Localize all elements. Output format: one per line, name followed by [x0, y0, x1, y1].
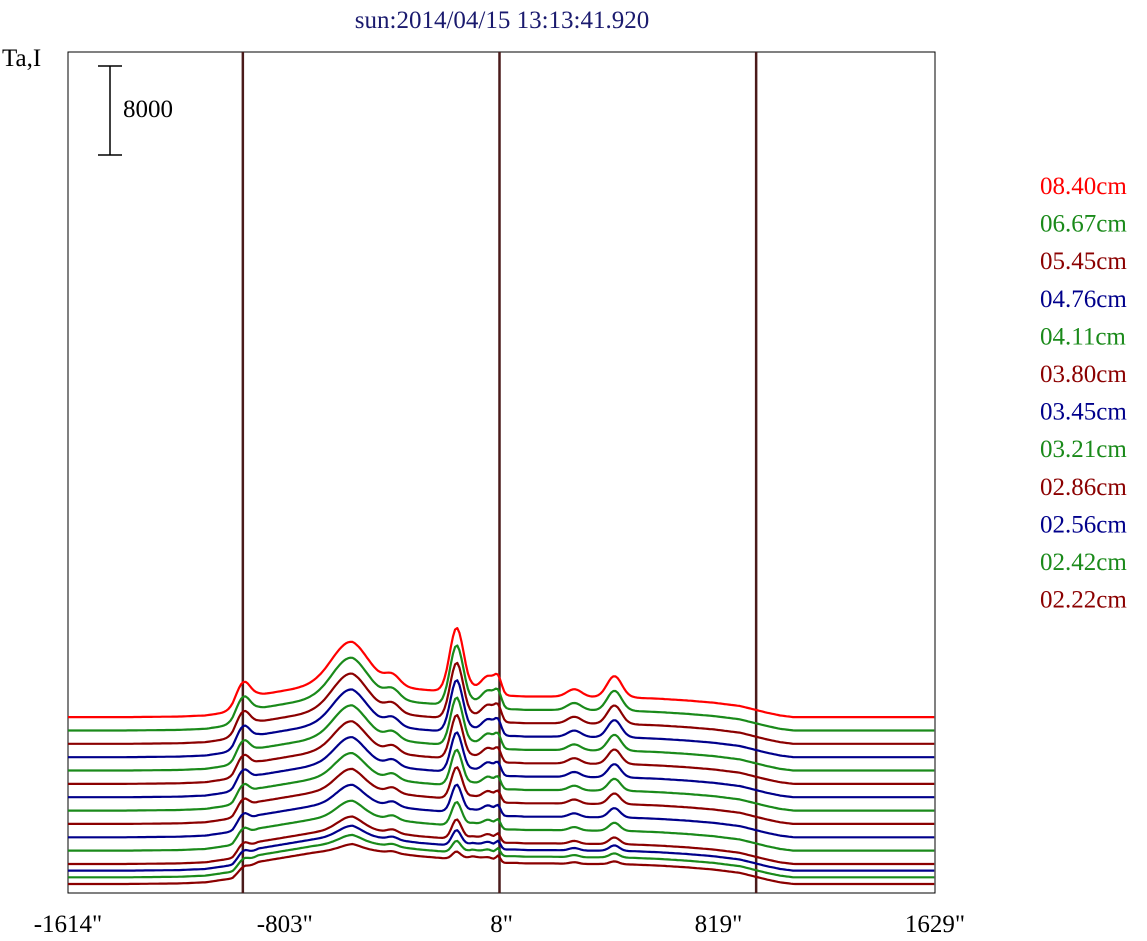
legend-item-9: 02.86cm: [1040, 474, 1127, 501]
scale-bar: 8000: [98, 65, 173, 156]
profile-line-8: [68, 748, 935, 812]
legend-item-8: 03.21cm: [1040, 436, 1127, 463]
x-tick-label-3: 8": [490, 911, 513, 938]
profile-line-9: [68, 766, 935, 825]
profile-line-11: [68, 799, 935, 852]
legend-item-11: 02.42cm: [1040, 549, 1127, 576]
legend-item-7: 03.45cm: [1040, 399, 1127, 426]
legend-item-1: 08.40cm: [1040, 173, 1127, 200]
legend-item-12: 02.22cm: [1040, 587, 1127, 614]
legend-item-6: 03.80cm: [1040, 361, 1127, 388]
x-tick-label-1: -1614": [34, 911, 103, 938]
profile-line-13: [68, 824, 935, 872]
y-axis-label: Ta,I: [2, 45, 41, 72]
x-tick-label-2: -803": [257, 911, 313, 938]
legend-item-3: 05.45cm: [1040, 248, 1127, 275]
profile-line-4: [68, 679, 935, 759]
profile-line-5: [68, 696, 935, 772]
profile-line-2: [68, 644, 935, 732]
profile-line-7: [68, 731, 935, 799]
profile-series-group: [68, 627, 935, 886]
scale-bar-label: 8000: [123, 96, 173, 123]
profile-line-10: [68, 783, 935, 839]
profile-line-6: [68, 714, 935, 785]
legend-item-5: 04.11cm: [1040, 323, 1126, 350]
legend-item-4: 04.76cm: [1040, 286, 1127, 313]
x-tick-label-4: 819": [695, 911, 743, 938]
profile-line-12: [68, 815, 935, 866]
profile-line-1: [68, 627, 935, 719]
x-tick-labels: -1614" -803" 8" 819" 1629": [34, 911, 965, 938]
profile-line-15: [68, 842, 935, 886]
profile-line-14: [68, 833, 935, 879]
x-tick-label-5: 1629": [905, 911, 965, 938]
legend-item-10: 02.56cm: [1040, 511, 1127, 538]
plot-frame: [67, 51, 936, 894]
legend-item-2: 06.67cm: [1040, 211, 1127, 238]
legend: 08.40cm 06.67cm 05.45cm 04.76cm 04.11cm 03.80…: [1040, 173, 1127, 614]
chart-title: sun:2014/04/15 13:13:41.920: [355, 7, 649, 34]
profile-line-3: [68, 661, 935, 745]
